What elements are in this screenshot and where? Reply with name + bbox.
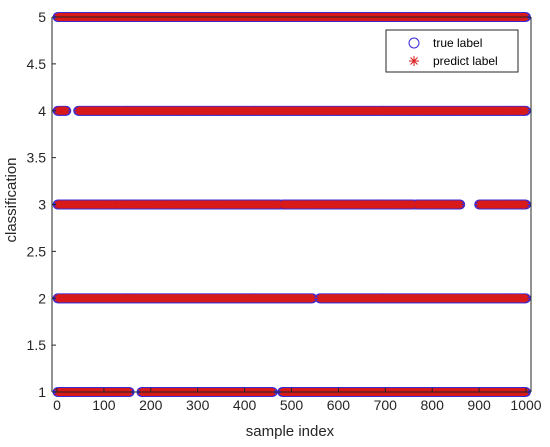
scatter-chart: 0 100 200 300 400 500 600 700 800 900 100011.522.5… <box>0 0 550 447</box>
chart-background <box>0 0 550 447</box>
